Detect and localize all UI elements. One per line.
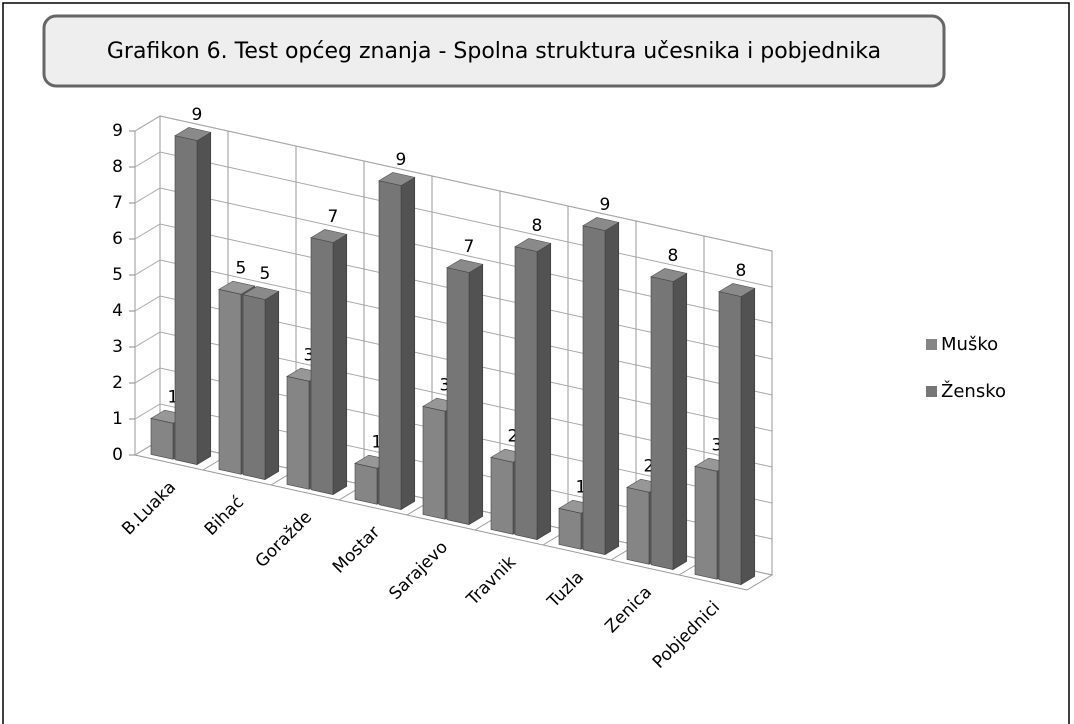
bar-top-shade (719, 283, 755, 297)
y-tick-label: 4 (112, 301, 123, 321)
bar-front (558, 508, 582, 550)
y-tick-label: 9 (112, 121, 123, 141)
value-label: 8 (531, 216, 542, 236)
legend-label: Muško (941, 334, 998, 355)
bar-front (490, 457, 514, 535)
bar-side-shade (197, 132, 211, 465)
value-label: 9 (191, 105, 202, 125)
bar-front (422, 406, 446, 520)
value-label: 8 (667, 246, 678, 266)
legend-swatch (926, 386, 937, 397)
x-tick-label: B.Luaka (118, 477, 180, 539)
bar-top-shade (447, 259, 483, 273)
bar-top-shade (379, 172, 415, 186)
bar-front (286, 376, 310, 490)
bar (514, 238, 552, 541)
side-wall (134, 115, 161, 456)
bar-side-shade (741, 288, 755, 585)
x-tick-label: Zenica (601, 582, 656, 637)
bar-front (582, 225, 606, 555)
bar-side-shade (605, 222, 619, 555)
y-tick-label: 3 (112, 337, 123, 357)
value-label: 7 (327, 207, 338, 227)
value-label: 3 (711, 436, 722, 456)
bar-side-shade (673, 273, 687, 570)
value-label: 1 (575, 478, 586, 498)
value-label: 1 (167, 388, 178, 408)
bar (582, 217, 620, 556)
bar (446, 259, 484, 526)
bar-front (694, 466, 718, 580)
legend-label: Žensko (941, 380, 1006, 402)
value-label: 2 (643, 457, 654, 477)
bar (174, 127, 212, 466)
bar-top-shade (515, 238, 551, 252)
x-tick-label: Mostar (329, 522, 384, 577)
value-label: 9 (395, 150, 406, 170)
bar-side-shade (333, 234, 347, 495)
bar (310, 229, 348, 496)
bar-top-shade (243, 286, 279, 300)
x-tick-label: Pobjednici (649, 597, 724, 672)
bar-front (150, 418, 174, 460)
bar-top-shade (651, 268, 687, 282)
bar-front (626, 487, 650, 565)
value-label: 9 (599, 195, 610, 215)
x-tick-label: Bihać (201, 492, 248, 539)
value-label: 8 (735, 261, 746, 281)
bar-front (354, 463, 378, 505)
y-tick-label: 7 (112, 193, 123, 213)
bar-side-shade (401, 177, 415, 510)
bar-front (174, 135, 198, 465)
y-tick-label: 0 (112, 445, 123, 465)
bar-front (378, 180, 402, 510)
bar-side-shade (265, 291, 279, 480)
x-tick-label: Travnik (462, 552, 520, 610)
y-tick-label: 2 (112, 373, 123, 393)
value-label: 2 (507, 427, 518, 447)
y-tick-label: 1 (112, 409, 123, 429)
value-label: 7 (463, 237, 474, 257)
bar-front (650, 276, 674, 570)
y-tick-label: 5 (112, 265, 123, 285)
value-label: 3 (439, 376, 450, 396)
bar-top-shade (219, 281, 255, 295)
x-tick-label: Tuzla (543, 567, 588, 612)
bar-side-shade (537, 243, 551, 540)
legend-swatch (926, 339, 937, 350)
bar-top-shade (583, 217, 619, 231)
y-tick-label: 6 (112, 229, 123, 249)
bar-side-shade (469, 264, 483, 525)
bar-front (718, 291, 742, 585)
bar-front (242, 294, 266, 480)
bar-front (218, 289, 242, 475)
bar-top-shade (311, 229, 347, 243)
value-label: 5 (259, 264, 270, 284)
title-box (42, 14, 946, 88)
y-tick-label: 8 (112, 157, 123, 177)
bar (378, 172, 416, 511)
bar (242, 286, 280, 481)
value-label: 5 (235, 259, 246, 279)
x-tick-label: Goražde (252, 507, 316, 571)
chart-title: Grafikon 6. Test općeg znanja - Spolna s… (107, 39, 881, 64)
bar-front (310, 237, 334, 495)
bar-top-shade (175, 127, 211, 141)
bar-front (446, 267, 470, 525)
bar-front (514, 246, 538, 540)
bar (650, 268, 688, 571)
bar (718, 283, 756, 586)
x-tick-label: Sarajevo (385, 537, 452, 604)
value-label: 1 (371, 433, 382, 453)
value-label: 3 (303, 346, 314, 366)
